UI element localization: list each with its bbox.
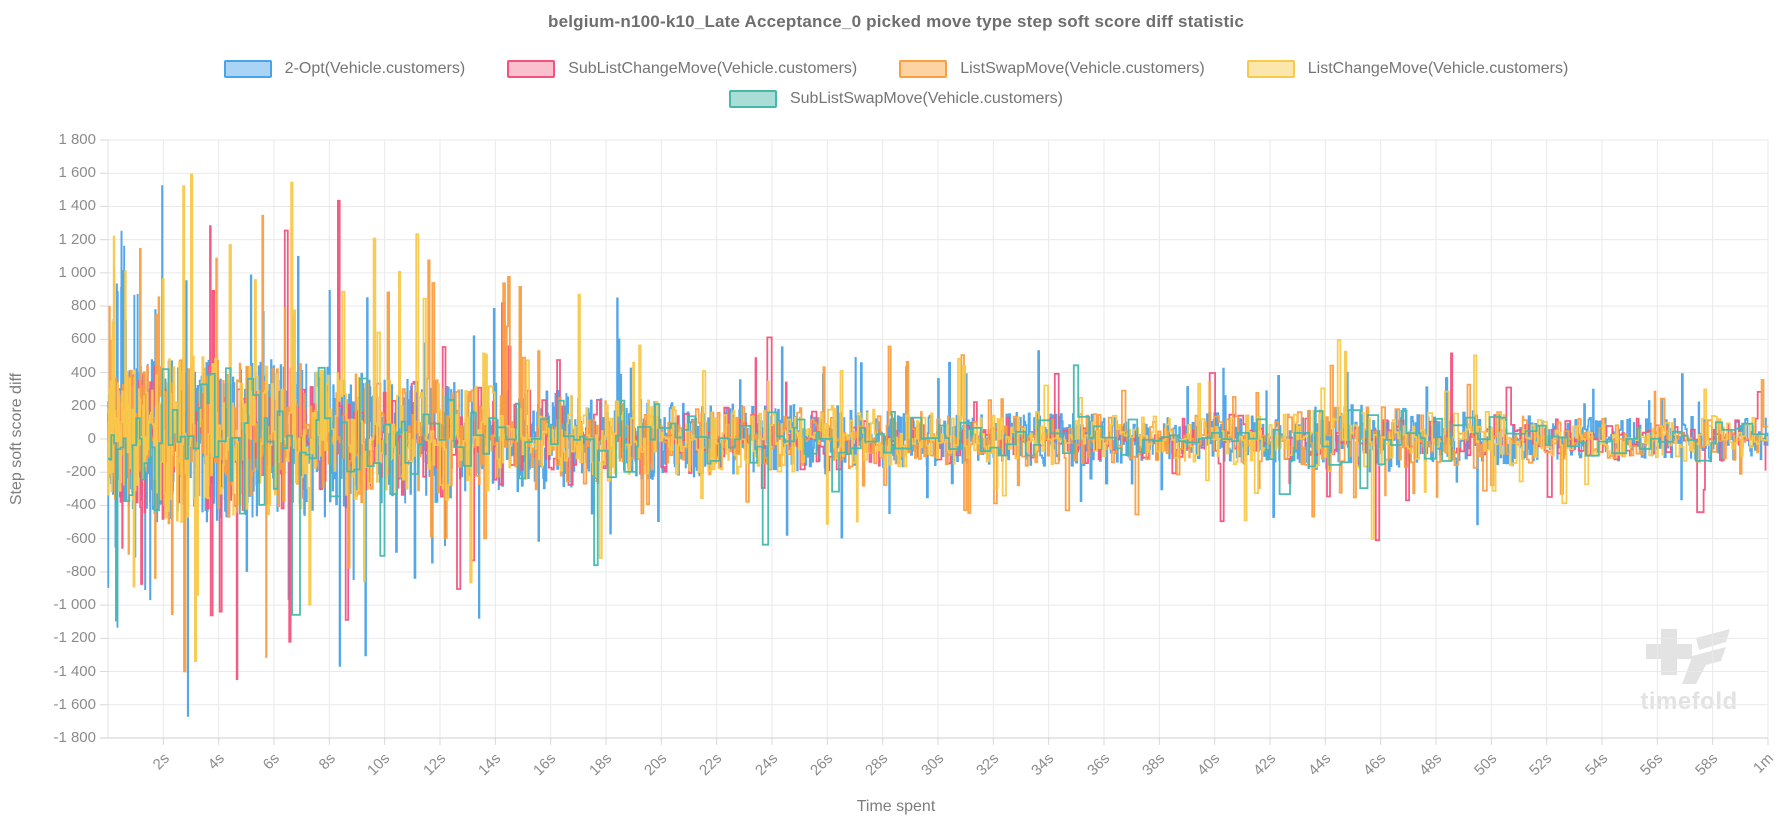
legend: 2-Opt(Vehicle.customers) SubListChangeMov… [0, 54, 1792, 114]
series-line-sublistswapmove [108, 364, 1766, 622]
legend-row-1: 2-Opt(Vehicle.customers) SubListChangeMov… [0, 54, 1792, 84]
y-tick-label: 1 600 [58, 164, 96, 182]
y-tick-label: 400 [70, 363, 96, 381]
legend-item-sublistchangemove[interactable]: SubListChangeMove(Vehicle.customers) [507, 60, 857, 78]
x-axis-title: Time spent [856, 798, 936, 815]
y-tick-label: 1 800 [58, 131, 96, 148]
y-tick-label: 1 000 [58, 263, 96, 281]
legend-swatch [1246, 60, 1295, 78]
watermark-text: timefold [1640, 688, 1738, 715]
legend-row-2: SubListSwapMove(Vehicle.customers) [0, 84, 1792, 114]
y-tick-label: -1 600 [53, 695, 96, 713]
legend-item-listswapmove[interactable]: ListSwapMove(Vehicle.customers) [899, 60, 1205, 78]
y-tick-label: -200 [65, 463, 96, 481]
legend-label: SubListSwapMove(Vehicle.customers) [789, 90, 1063, 107]
legend-item-listchangemove[interactable]: ListChangeMove(Vehicle.customers) [1246, 60, 1569, 78]
y-tick-label: 600 [70, 330, 96, 348]
y-tick-label: -1 200 [53, 629, 96, 647]
series-line-listchangemove [107, 173, 1768, 662]
y-tick-label: -800 [65, 562, 96, 580]
y-tick-label: 800 [70, 297, 96, 315]
legend-item-2-opt[interactable]: 2-Opt(Vehicle.customers) [223, 60, 466, 78]
y-tick-label: 1 200 [58, 230, 96, 248]
y-tick-label: -1 400 [53, 662, 96, 680]
y-tick-label: 1 400 [58, 197, 96, 215]
legend-item-sublistswapmove[interactable]: SubListSwapMove(Vehicle.customers) [728, 90, 1063, 108]
legend-swatch [728, 90, 777, 108]
legend-label: 2-Opt(Vehicle.customers) [284, 60, 466, 77]
legend-swatch [223, 60, 272, 78]
y-tick-label: -400 [65, 496, 96, 514]
y-tick-label: 200 [70, 396, 96, 414]
y-tick-label: -600 [65, 529, 96, 547]
y-tick-label: -1 000 [53, 596, 96, 614]
legend-label: ListChangeMove(Vehicle.customers) [1307, 60, 1569, 77]
y-tick-label: 0 [87, 430, 96, 447]
chart-title: belgium-n100-k10_Late Acceptance_0 picke… [547, 12, 1244, 31]
y-tick-label: -1 800 [53, 729, 96, 746]
legend-swatch [899, 60, 948, 78]
legend-label: ListSwapMove(Vehicle.customers) [960, 60, 1205, 77]
legend-label: SubListChangeMove(Vehicle.customers) [568, 60, 858, 77]
legend-swatch [507, 60, 556, 78]
